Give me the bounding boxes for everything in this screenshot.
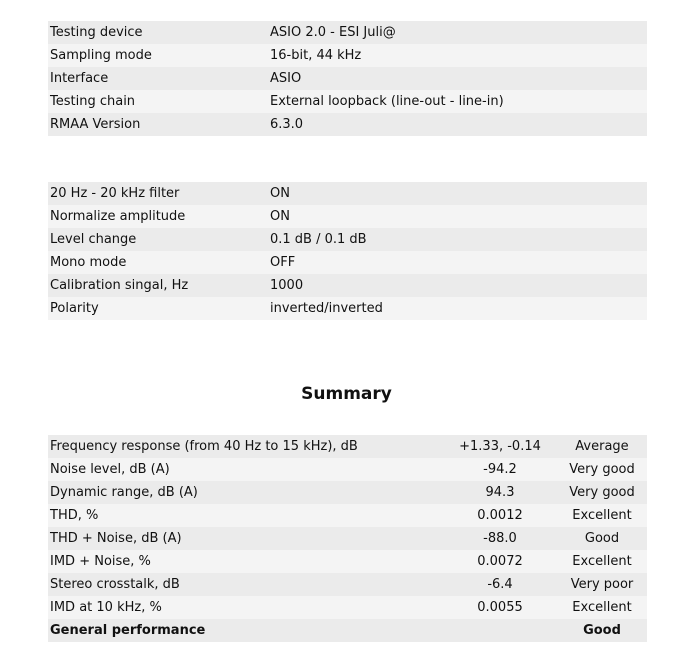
table-row: 20 Hz - 20 kHz filter ON [48,182,647,205]
table-row: IMD at 10 kHz, % 0.0055 Excellent [48,596,647,619]
row-label: Interface [48,67,268,90]
row-value: -88.0 [443,527,555,550]
table-row: Calibration singal, Hz 1000 [48,274,647,297]
row-value: OFF [268,251,647,274]
summary-title: Summary [301,384,392,404]
row-label: RMAA Version [48,113,268,136]
table-row: IMD + Noise, % 0.0072 Excellent [48,550,647,573]
row-label: Mono mode [48,251,268,274]
row-value: -6.4 [443,573,555,596]
setup-table: Testing device ASIO 2.0 - ESI Juli@ Sampl… [48,21,647,136]
row-label: Normalize amplitude [48,205,268,228]
row-label: General performance [48,619,443,642]
table-row: Dynamic range, dB (A) 94.3 Very good [48,481,647,504]
table-row: Noise level, dB (A) -94.2 Very good [48,458,647,481]
row-value: 1000 [268,274,647,297]
row-label: Polarity [48,297,268,320]
row-label: IMD + Noise, % [48,550,443,573]
row-rating: Excellent [555,550,647,573]
row-value [443,619,555,642]
table-row: Polarity inverted/inverted [48,297,647,320]
row-label: Testing chain [48,90,268,113]
options-table: 20 Hz - 20 kHz filter ON Normalize amplit… [48,182,647,320]
row-value: 0.0055 [443,596,555,619]
table-row: Interface ASIO [48,67,647,90]
row-value: 6.3.0 [268,113,647,136]
row-value: 16-bit, 44 kHz [268,44,647,67]
table-row: THD, % 0.0012 Excellent [48,504,647,527]
row-rating: Good [555,619,647,642]
row-label: Noise level, dB (A) [48,458,443,481]
table-row: THD + Noise, dB (A) -88.0 Good [48,527,647,550]
row-value: 0.0012 [443,504,555,527]
row-rating: Very good [555,458,647,481]
row-label: 20 Hz - 20 kHz filter [48,182,268,205]
row-value: -94.2 [443,458,555,481]
row-rating: Very poor [555,573,647,596]
row-value: 94.3 [443,481,555,504]
row-value: ASIO 2.0 - ESI Juli@ [268,21,647,44]
table-row: Sampling mode 16-bit, 44 kHz [48,44,647,67]
row-label: Dynamic range, dB (A) [48,481,443,504]
row-rating: Good [555,527,647,550]
row-value: ASIO [268,67,647,90]
row-value: 0.1 dB / 0.1 dB [268,228,647,251]
row-label: Stereo crosstalk, dB [48,573,443,596]
table-row: Frequency response (from 40 Hz to 15 kHz… [48,435,647,458]
row-value: ON [268,205,647,228]
row-value: ON [268,182,647,205]
row-label: THD + Noise, dB (A) [48,527,443,550]
row-value: inverted/inverted [268,297,647,320]
table-row: Level change 0.1 dB / 0.1 dB [48,228,647,251]
row-label: Sampling mode [48,44,268,67]
table-row: Normalize amplitude ON [48,205,647,228]
row-value: External loopback (line-out - line-in) [268,90,647,113]
row-value: +1.33, -0.14 [443,435,555,458]
row-label: IMD at 10 kHz, % [48,596,443,619]
row-value: 0.0072 [443,550,555,573]
table-row: Testing device ASIO 2.0 - ESI Juli@ [48,21,647,44]
row-rating: Average [555,435,647,458]
table-row: Mono mode OFF [48,251,647,274]
table-row: General performance Good [48,619,647,642]
row-label: THD, % [48,504,443,527]
table-row: Testing chain External loopback (line-out… [48,90,647,113]
row-label: Level change [48,228,268,251]
table-row: Stereo crosstalk, dB -6.4 Very poor [48,573,647,596]
row-rating: Excellent [555,596,647,619]
row-label: Calibration singal, Hz [48,274,268,297]
row-label: Testing device [48,21,268,44]
row-rating: Excellent [555,504,647,527]
row-label: Frequency response (from 40 Hz to 15 kHz… [48,435,443,458]
summary-table: Frequency response (from 40 Hz to 15 kHz… [48,435,647,642]
table-row: RMAA Version 6.3.0 [48,113,647,136]
row-rating: Very good [555,481,647,504]
